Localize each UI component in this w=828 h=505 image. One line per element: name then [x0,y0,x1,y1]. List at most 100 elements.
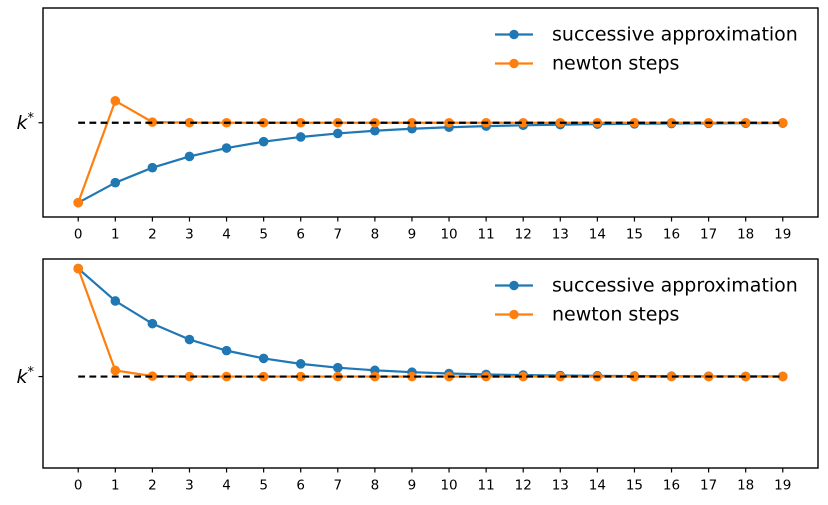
data-point-newton-steps [777,117,788,128]
data-point-successive-approximation [333,128,343,139]
x-tick-label: 4 [222,227,231,243]
data-point-newton-steps [147,371,158,381]
data-point-newton-steps [184,117,195,128]
data-point-successive-approximation [370,125,380,136]
series-line-newton-steps [77,99,783,204]
x-tick-label: 1 [111,227,120,243]
x-tick-label: 18 [737,227,754,243]
data-point-successive-approximation [147,318,158,329]
data-point-newton-steps [629,117,640,128]
x-tick-label: 2 [148,478,157,494]
x-tick-label: 14 [589,227,606,243]
legend-item-newton-steps: newton steps [495,304,679,326]
data-point-successive-approximation [110,177,121,188]
x-tick-label: 17 [700,478,717,494]
legend-label: newton steps [552,53,679,75]
x-tick-label: 6 [296,478,305,494]
data-point-newton-steps [110,96,121,106]
x-tick-label: 0 [74,478,83,494]
x-tick-label: 2 [148,227,157,243]
x-tick-label: 9 [408,227,417,243]
x-axis: 0 1 2 3 4 5 6 7 8 9 10 11 12 13 14 15 16 17 18 19 [74,468,791,494]
legend-marker [509,29,519,40]
data-point-newton-steps [295,117,306,128]
subplot-top: 0 1 2 3 4 5 6 7 8 9 10 11 12 13 14 15 16 17 18 19k*successi… [16,7,819,243]
x-tick-label: 12 [515,227,532,243]
x-tick-label: 11 [478,227,495,243]
x-tick-label: 5 [259,227,268,243]
data-point-successive-approximation [110,296,121,306]
x-tick-label: 1 [111,478,120,494]
data-point-successive-approximation [295,132,306,142]
data-point-newton-steps [777,371,788,382]
x-tick-label: 16 [663,478,680,494]
data-point-newton-steps [666,371,677,382]
data-point-successive-approximation [333,362,343,373]
data-point-newton-steps [295,371,306,382]
x-tick-label: 8 [371,478,380,494]
data-point-successive-approximation [258,136,269,147]
x-tick-label: 17 [700,227,717,243]
legend-item-successive-approximation: successive approximation [495,24,798,46]
x-tick-label: 15 [626,478,643,494]
series-newton-steps [73,96,788,208]
y-axis: k* [16,365,43,388]
x-tick-label: 19 [774,478,791,494]
data-point-successive-approximation [184,151,195,162]
data-point-newton-steps [518,371,528,382]
legend-marker [509,309,519,320]
data-point-successive-approximation [147,162,158,173]
x-tick-label: 19 [774,227,791,243]
x-tick-label: 10 [440,478,457,494]
x-tick-label: 0 [74,227,83,243]
x-tick-label: 14 [589,478,606,494]
x-tick-label: 18 [737,478,754,494]
x-tick-label: 13 [552,478,569,494]
x-tick-label: 7 [333,227,342,243]
data-point-newton-steps [629,371,640,382]
legend: successive approximation newton steps [495,24,798,75]
x-tick-label: 12 [515,478,532,494]
data-point-newton-steps [407,117,417,128]
x-tick-label: 15 [626,227,643,243]
subplot-bottom: 0 1 2 3 4 5 6 7 8 9 10 11 12 13 14 15 16 17 18 19k*successi… [16,258,819,494]
data-point-successive-approximation [221,143,232,153]
x-tick-label: 13 [552,227,569,243]
legend-label: newton steps [552,304,679,326]
data-point-newton-steps [184,371,195,382]
legend-marker [509,280,519,291]
x-axis: 0 1 2 3 4 5 6 7 8 9 10 11 12 13 14 15 16 17 18 19 [74,217,791,243]
x-tick-label: 6 [296,227,305,243]
data-point-newton-steps [407,371,417,382]
x-tick-label: 16 [663,227,680,243]
x-tick-label: 11 [478,478,495,494]
data-point-newton-steps [73,263,84,274]
legend-marker [509,58,519,69]
x-tick-label: 10 [440,227,457,243]
legend-label: successive approximation [552,24,798,46]
plot-frame [42,7,819,218]
series-line-successive-approximation [77,121,783,204]
plot-frame [42,258,819,469]
x-tick-label: 9 [408,478,417,494]
legend: successive approximation newton steps [495,275,798,326]
x-tick-label: 3 [185,227,194,243]
series-successive-approximation [73,118,788,208]
x-tick-label: 7 [333,478,342,494]
data-point-newton-steps [518,117,528,128]
data-point-successive-approximation [221,345,232,356]
data-point-newton-steps [666,117,677,128]
kstar-tick-label: k* [16,111,34,134]
y-axis: k* [16,111,43,134]
data-point-successive-approximation [184,334,195,345]
data-point-successive-approximation [258,353,269,364]
data-point-successive-approximation [295,359,306,369]
data-point-newton-steps [110,365,121,376]
x-tick-label: 3 [185,478,194,494]
x-tick-label: 8 [371,227,380,243]
x-tick-label: 5 [259,478,268,494]
data-point-newton-steps [147,117,158,127]
x-tick-label: 4 [222,478,231,494]
